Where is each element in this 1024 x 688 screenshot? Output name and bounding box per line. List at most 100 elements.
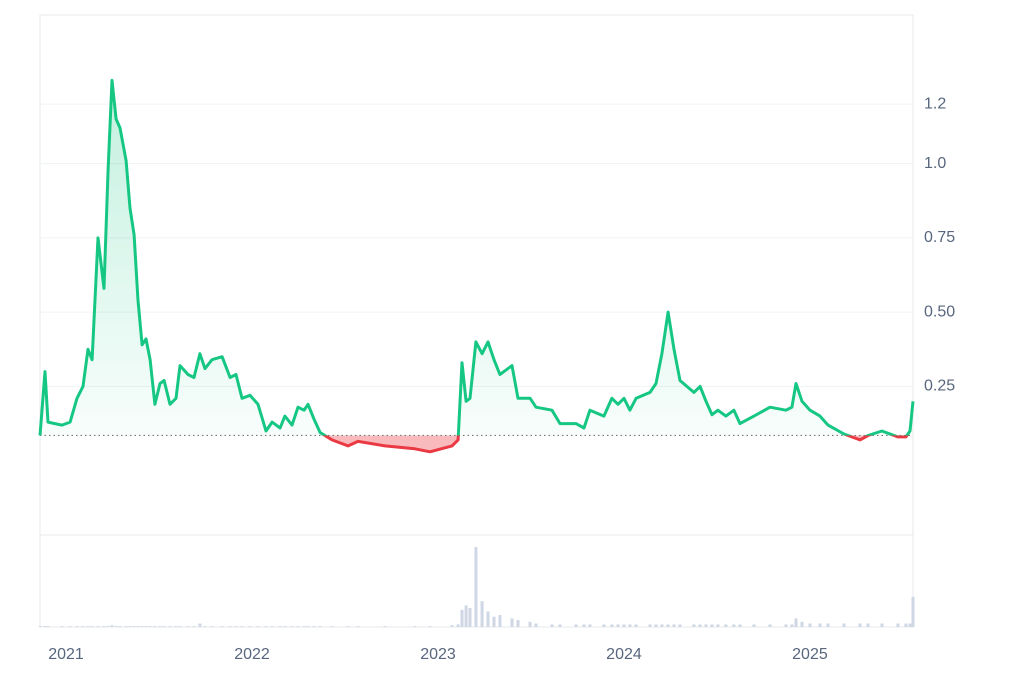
volume-bar xyxy=(153,626,157,627)
volume-bar xyxy=(582,624,586,627)
volume-bar xyxy=(346,626,350,627)
volume-bar xyxy=(904,623,908,627)
volume-bar xyxy=(516,620,520,627)
volume-bar xyxy=(818,623,822,627)
volume-bar xyxy=(498,614,502,627)
volume-bar xyxy=(460,609,464,627)
volume-bar xyxy=(330,626,334,627)
volume-bar xyxy=(318,626,322,627)
y-tick-label: 0.75 xyxy=(924,229,955,246)
volume-bar xyxy=(302,626,306,627)
volume-bar xyxy=(474,547,478,627)
y-tick-label: 0.50 xyxy=(924,303,955,320)
volume-bar xyxy=(558,624,562,627)
volume-bar xyxy=(492,616,496,627)
volume-bar xyxy=(698,624,702,627)
volume-bar xyxy=(616,624,620,627)
volume-bar xyxy=(256,626,260,627)
volume-bar xyxy=(800,621,804,627)
volume-bar xyxy=(124,626,128,627)
x-tick-label: 2022 xyxy=(234,646,270,663)
y-tick-label: 1.0 xyxy=(924,155,946,172)
volume-bar xyxy=(450,625,454,627)
volume-bar xyxy=(43,626,47,627)
volume-bar xyxy=(110,625,114,627)
volume-bar xyxy=(278,626,282,627)
volume-bar xyxy=(634,624,638,627)
volume-bar xyxy=(752,624,756,627)
volume-bar xyxy=(768,624,772,627)
volume-bar xyxy=(510,618,514,627)
volume-bar xyxy=(234,626,238,627)
volume-bar xyxy=(428,626,432,627)
price-line xyxy=(38,78,915,454)
volume-bar xyxy=(794,618,798,627)
volume-bar xyxy=(654,624,658,627)
volume-bar xyxy=(270,626,274,627)
volume-bar xyxy=(90,626,94,627)
volume-bar xyxy=(178,626,182,627)
volume-bar xyxy=(574,624,578,627)
volume-bar xyxy=(203,626,207,627)
volume-bar xyxy=(710,624,714,627)
volume-bar xyxy=(383,626,387,627)
volume-bar xyxy=(128,626,132,627)
volume-bar xyxy=(46,626,50,627)
volume-bar xyxy=(118,626,122,627)
x-tick-label: 2025 xyxy=(792,646,828,663)
volume-bar xyxy=(306,626,310,627)
y-tick-label: 0.25 xyxy=(924,378,955,395)
volume-bar xyxy=(283,626,287,627)
volume-bar xyxy=(911,596,915,627)
x-tick-label: 2023 xyxy=(420,646,456,663)
volume-bar xyxy=(704,624,708,627)
volume-bar xyxy=(228,626,232,627)
volume-bar xyxy=(716,624,720,627)
volume-bar xyxy=(413,626,417,627)
volume-bar xyxy=(588,624,592,627)
volume-bar xyxy=(842,623,846,627)
volume-bar xyxy=(528,621,532,627)
volume-bar xyxy=(622,624,626,627)
volume-bar xyxy=(38,626,42,627)
volume-bar xyxy=(168,626,172,627)
volume-bar xyxy=(68,626,72,627)
volume-bar xyxy=(86,626,90,627)
volume-bar xyxy=(468,608,472,627)
volume-bar xyxy=(192,626,196,627)
x-tick-label: 2021 xyxy=(48,646,84,663)
volume-bar xyxy=(240,626,244,627)
volume-bar xyxy=(356,626,360,627)
volume-bar xyxy=(114,626,118,627)
volume-bar xyxy=(784,624,788,627)
volume-bar xyxy=(158,626,162,627)
volume-bar xyxy=(81,626,85,627)
volume-bar xyxy=(96,626,100,627)
volume-bar xyxy=(896,623,900,627)
volume-bar xyxy=(290,626,294,627)
volume-bar xyxy=(678,624,682,627)
volume-bar xyxy=(102,626,106,627)
volume-bar xyxy=(724,624,728,627)
volume-bar xyxy=(148,626,152,627)
volume-bar xyxy=(790,624,794,627)
volume-bar xyxy=(908,623,912,627)
volume-bar xyxy=(60,626,64,627)
volume-bar xyxy=(692,624,696,627)
volume-bar xyxy=(480,601,484,627)
volume-bar xyxy=(732,624,736,627)
volume-bar xyxy=(550,624,554,627)
volume-bar xyxy=(136,626,140,627)
volume-bar xyxy=(648,624,652,627)
volume-bar xyxy=(144,626,148,627)
area xyxy=(40,80,913,452)
volume-bar xyxy=(738,624,742,627)
volume-bar xyxy=(174,626,178,627)
volume-bar xyxy=(610,624,614,627)
volume-bar xyxy=(296,626,300,627)
volume-bar xyxy=(220,626,224,627)
volume-bar xyxy=(672,624,676,627)
volume-bar xyxy=(106,626,110,627)
volume-bar xyxy=(132,626,136,627)
